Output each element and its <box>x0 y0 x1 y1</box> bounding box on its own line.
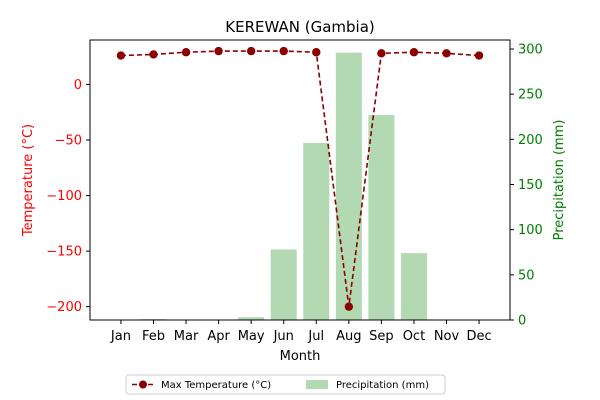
precipitation-bar-oct <box>400 253 427 320</box>
x-tick-label: Dec <box>466 329 491 344</box>
precipitation-bar-may <box>238 317 265 320</box>
temperature-line <box>116 46 484 311</box>
x-tick-label: Oct <box>403 329 425 344</box>
right-tick-label: 250 <box>518 88 543 103</box>
x-tick-label: Aug <box>336 329 361 344</box>
x-axis-ticks: Jan Feb Mar Apr May Jun Jul Aug Sep Oct Nov Dec <box>110 320 492 344</box>
left-axis-label: Temperature (°C) <box>21 124 36 237</box>
temperature-point-mar <box>181 48 191 57</box>
right-tick-label: 300 <box>518 43 543 58</box>
x-tick-label: Feb <box>142 329 165 344</box>
temperature-point-jul <box>312 48 321 57</box>
left-tick-label: −150 <box>46 245 82 260</box>
x-tick-label: May <box>238 329 265 344</box>
temperature-point-may <box>246 46 256 56</box>
legend-label-precipitation: Precipitation (mm) <box>336 380 429 391</box>
left-tick-label: 0 <box>74 78 82 93</box>
temperature-point-jun <box>279 46 288 56</box>
right-tick-label: 0 <box>518 314 526 329</box>
legend-label-temperature: Max Temperature (°C) <box>161 380 271 391</box>
x-tick-label: Jul <box>307 329 324 344</box>
left-tick-label: −50 <box>55 134 82 149</box>
right-tick-label: 100 <box>518 223 543 238</box>
x-axis-label: Month <box>280 349 321 364</box>
temperature-point-aug <box>344 302 354 311</box>
left-axis-ticks: 0 −50 −100 −150 −200 <box>46 78 90 315</box>
plot-frame <box>89 39 511 321</box>
precipitation-bar-sep <box>368 114 395 320</box>
x-tick-label: Jan <box>110 329 131 344</box>
precipitation-bar-jun <box>270 249 297 320</box>
left-tick-label: −100 <box>46 189 82 204</box>
temperature-point-sep <box>377 49 386 58</box>
right-axis-label: Precipitation (mm) <box>552 120 567 241</box>
precipitation-bar-aug <box>335 52 362 320</box>
legend-marker-swatch <box>139 380 147 389</box>
x-tick-label: Mar <box>174 329 199 344</box>
temperature-point-apr <box>214 46 223 56</box>
chart-title: KEREWAN (Gambia) <box>225 18 375 36</box>
legend-bar-swatch <box>306 380 328 389</box>
temperature-point-dec <box>474 51 484 60</box>
legend-frame <box>125 374 446 395</box>
x-tick-label: Sep <box>369 329 394 344</box>
legend: Max Temperature (°C) Precipitation (mm) <box>125 374 446 395</box>
temperature-point-jan <box>116 51 126 60</box>
right-axis-ticks: 0 50 100 150 200 250 300 <box>510 43 543 329</box>
temperature-line-path <box>120 50 480 307</box>
temperature-point-nov <box>442 49 451 58</box>
temperature-point-feb <box>149 50 158 59</box>
x-tick-label: Apr <box>207 329 230 344</box>
temperature-point-oct <box>409 48 419 57</box>
left-tick-label: −200 <box>46 300 82 315</box>
x-tick-label: Nov <box>434 329 460 344</box>
precipitation-bars <box>140 52 427 320</box>
right-tick-label: 150 <box>518 178 543 193</box>
precipitation-bar-jul <box>303 142 330 320</box>
x-tick-label: Jun <box>273 329 294 344</box>
right-tick-label: 200 <box>518 133 543 148</box>
right-tick-label: 50 <box>518 268 535 283</box>
